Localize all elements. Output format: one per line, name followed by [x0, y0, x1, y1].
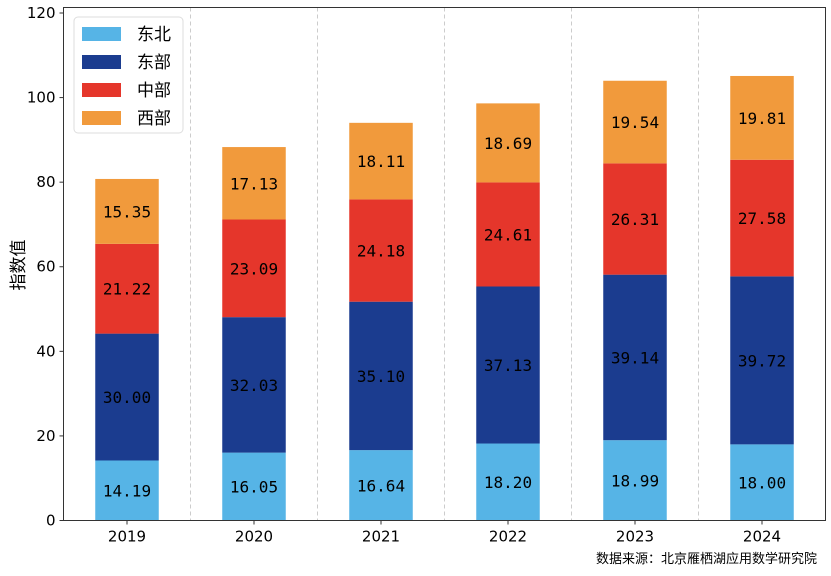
bar-2022-西部 — [476, 103, 540, 183]
x-tick-label: 2020 — [235, 528, 273, 546]
x-tick-label: 2021 — [362, 528, 400, 546]
data-label: 16.05 — [230, 478, 278, 497]
y-axis-label: 指数值 — [9, 240, 29, 291]
bar-2020-东部 — [222, 317, 286, 453]
data-label: 16.64 — [357, 476, 405, 495]
y-axis: 0 20 40 60 80 100 120 — [27, 4, 64, 530]
data-label: 19.54 — [611, 113, 659, 132]
bar-2024-东北 — [730, 444, 794, 521]
data-label: 35.10 — [357, 367, 405, 386]
data-label: 18.11 — [357, 152, 405, 171]
data-label: 24.61 — [484, 225, 532, 244]
data-label: 30.00 — [103, 388, 151, 407]
bar-2024-西部 — [730, 75, 794, 160]
data-label: 39.72 — [738, 351, 786, 370]
bar-2022-中部 — [476, 182, 540, 287]
bar-2023-东北 — [603, 440, 667, 521]
bar-2021-东北 — [349, 450, 413, 521]
data-label: 27.58 — [738, 209, 786, 228]
legend-swatch-东部 — [82, 55, 121, 69]
x-tick-label: 2019 — [108, 528, 146, 546]
bar-2023-东部 — [603, 274, 667, 441]
legend-frame — [73, 16, 184, 134]
y-tick-label: 80 — [36, 173, 55, 191]
x-tick-label: 2023 — [616, 528, 654, 546]
data-label: 39.14 — [611, 348, 659, 367]
bar-2022-东部 — [476, 286, 540, 444]
data-label: 32.03 — [230, 376, 278, 395]
data-label: 14.19 — [103, 481, 151, 500]
bar-2020-东北 — [222, 452, 286, 521]
data-label: 37.13 — [484, 356, 532, 375]
data-label: 15.35 — [103, 202, 151, 221]
legend-label: 东部 — [137, 53, 171, 73]
bar-2019-东北 — [95, 460, 159, 521]
legend-swatch-东北 — [82, 27, 121, 41]
bars — [95, 75, 794, 521]
data-label: 21.22 — [103, 280, 151, 299]
gridlines — [190, 7, 699, 521]
bar-2019-中部 — [95, 243, 159, 334]
x-tick-label: 2024 — [743, 528, 781, 546]
source-note: 数据来源：北京雁栖湖应用数学研究院 — [596, 551, 817, 567]
legend-label: 西部 — [137, 109, 171, 129]
y-tick-label: 20 — [36, 427, 55, 445]
data-label: 24.18 — [357, 242, 405, 261]
legend-swatch-西部 — [82, 111, 121, 125]
bar-2023-西部 — [603, 80, 667, 164]
data-label: 18.20 — [484, 473, 532, 492]
bar-2023-中部 — [603, 163, 667, 275]
bar-2020-西部 — [222, 147, 286, 220]
bar-2019-东部 — [95, 333, 159, 461]
bar-2021-中部 — [349, 199, 413, 302]
x-axis: 2019 2020 2021 2022 2023 2024 — [108, 520, 781, 546]
bar-2021-西部 — [349, 122, 413, 200]
legend-label: 东北 — [137, 25, 171, 45]
x-tick-label: 2022 — [489, 528, 527, 546]
data-label: 18.69 — [484, 134, 532, 153]
legend-label: 中部 — [137, 81, 171, 101]
plot-frame — [63, 7, 826, 521]
bar-2019-西部 — [95, 178, 159, 244]
bar-2020-中部 — [222, 219, 286, 318]
y-tick-label: 40 — [36, 342, 55, 360]
y-tick-label: 60 — [36, 258, 55, 276]
data-label: 19.81 — [738, 109, 786, 128]
data-labels: 14.19 30.00 21.22 15.35 16.05 32.03 23.09 17.13… — [103, 109, 786, 501]
bar-2021-东部 — [349, 301, 413, 451]
data-label: 18.00 — [738, 473, 786, 492]
bar-2024-东部 — [730, 276, 794, 445]
y-tick-label: 0 — [46, 512, 56, 530]
bar-2022-东北 — [476, 443, 540, 521]
y-tick-label: 120 — [27, 4, 56, 22]
y-tick-label: 100 — [27, 89, 56, 107]
data-label: 17.13 — [230, 174, 278, 193]
bar-2024-中部 — [730, 159, 794, 277]
data-label: 18.99 — [611, 471, 659, 490]
legend-swatch-中部 — [82, 83, 121, 97]
data-label: 23.09 — [230, 259, 278, 278]
data-label: 26.31 — [611, 210, 659, 229]
